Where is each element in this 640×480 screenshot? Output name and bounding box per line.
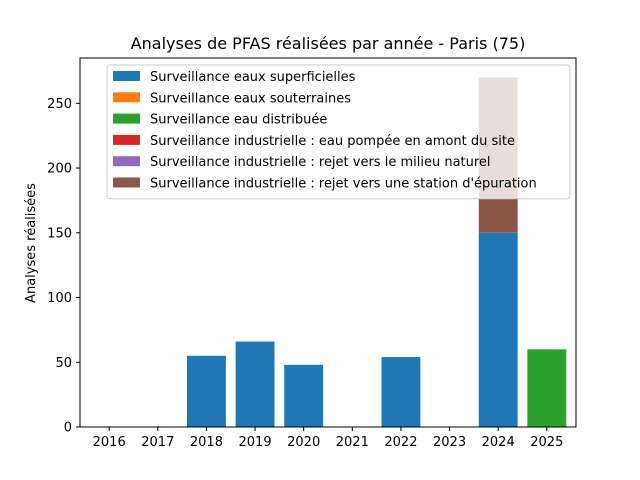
legend: Surveillance eaux superficielles Surveill… bbox=[106, 64, 571, 200]
bar-2022-series-0 bbox=[381, 357, 421, 427]
y-tick-label: 0 bbox=[64, 421, 72, 436]
y-tick-label: 150 bbox=[47, 226, 72, 241]
y-axis: 0 50 100 150 200 250 bbox=[47, 97, 80, 436]
y-tick-label: 100 bbox=[47, 291, 72, 306]
bar-2019-series-0 bbox=[235, 341, 275, 427]
x-tick-label: 2023 bbox=[433, 435, 466, 450]
x-tick-label: 2025 bbox=[530, 435, 563, 450]
legend-swatch bbox=[113, 71, 140, 81]
bar-2024-series-0 bbox=[478, 232, 518, 427]
bar-2025-series-2 bbox=[527, 349, 567, 427]
y-tick-label: 250 bbox=[47, 97, 72, 112]
chart-title: Analyses de PFAS réalisées par année - P… bbox=[131, 34, 526, 53]
legend-label: Surveillance eaux souterraines bbox=[150, 91, 351, 106]
legend-swatch bbox=[113, 156, 140, 167]
x-tick-label: 2019 bbox=[239, 435, 272, 450]
y-tick-label: 50 bbox=[55, 356, 72, 371]
legend-swatch bbox=[113, 134, 140, 145]
legend-swatch bbox=[113, 113, 140, 124]
legend-label: Surveillance eaux superficielles bbox=[150, 70, 356, 85]
legend-label: Surveillance industrielle : eau pompée e… bbox=[150, 134, 515, 149]
plot-area bbox=[79, 57, 577, 428]
legend-label: Surveillance eau distribuée bbox=[150, 113, 327, 128]
legend-swatch bbox=[113, 92, 140, 103]
y-tick-label: 200 bbox=[47, 162, 72, 177]
x-axis: 2016 2017 2018 2019 2020 2021 2022 2023 2024 2025 bbox=[93, 427, 563, 450]
legend-box bbox=[106, 64, 571, 200]
plot-frame bbox=[79, 57, 577, 428]
bar-2020-series-0 bbox=[284, 364, 324, 427]
legend-label: Surveillance industrielle : rejet vers l… bbox=[150, 155, 491, 170]
y-axis-label: Analyses réalisées bbox=[24, 183, 39, 303]
x-tick-label: 2016 bbox=[93, 435, 126, 450]
x-tick-label: 2018 bbox=[190, 435, 223, 450]
legend-swatch bbox=[113, 177, 140, 188]
x-tick-label: 2017 bbox=[141, 435, 174, 450]
x-tick-label: 2024 bbox=[482, 435, 515, 450]
x-tick-label: 2021 bbox=[336, 435, 369, 450]
x-tick-label: 2022 bbox=[384, 435, 417, 450]
legend-label: Surveillance industrielle : rejet vers u… bbox=[150, 177, 537, 192]
x-tick-label: 2020 bbox=[287, 435, 320, 450]
bar-2018-series-0 bbox=[186, 355, 226, 427]
